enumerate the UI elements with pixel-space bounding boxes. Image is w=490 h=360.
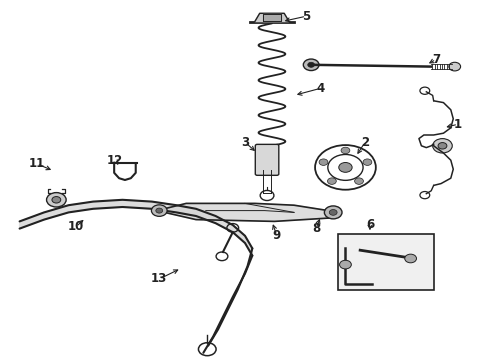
Text: 9: 9 [273,229,281,242]
Polygon shape [44,205,69,220]
Polygon shape [69,202,93,212]
Polygon shape [152,202,176,212]
Text: 8: 8 [312,222,320,235]
Circle shape [339,162,352,172]
Circle shape [433,139,452,153]
Polygon shape [93,200,122,209]
Circle shape [355,178,364,184]
Text: 12: 12 [107,154,123,167]
Polygon shape [255,13,289,22]
Polygon shape [157,203,333,221]
Circle shape [341,147,350,154]
Text: 10: 10 [68,220,84,233]
Polygon shape [176,205,196,216]
Polygon shape [122,200,152,209]
Circle shape [340,260,351,269]
Circle shape [308,62,315,67]
Text: 3: 3 [241,136,249,149]
Polygon shape [196,209,216,223]
Text: 1: 1 [454,118,462,131]
Circle shape [156,208,163,213]
Circle shape [52,197,61,203]
Text: 7: 7 [432,53,440,66]
FancyBboxPatch shape [255,144,279,175]
Circle shape [327,178,336,184]
Text: 4: 4 [317,82,325,95]
Polygon shape [245,236,252,256]
Text: 5: 5 [302,10,310,23]
Text: 13: 13 [151,273,168,285]
Text: 6: 6 [366,219,374,231]
Circle shape [47,193,66,207]
Circle shape [324,206,342,219]
Circle shape [303,59,319,71]
Circle shape [319,159,328,165]
Text: 11: 11 [28,157,45,170]
Circle shape [363,159,372,165]
Circle shape [151,205,167,216]
Bar [338,234,434,290]
Circle shape [405,254,416,263]
Polygon shape [233,225,245,243]
Polygon shape [216,216,233,232]
Circle shape [449,62,461,71]
Polygon shape [263,14,281,21]
Text: 2: 2 [361,136,369,149]
Circle shape [438,143,447,149]
Circle shape [329,210,337,215]
Polygon shape [20,212,44,229]
